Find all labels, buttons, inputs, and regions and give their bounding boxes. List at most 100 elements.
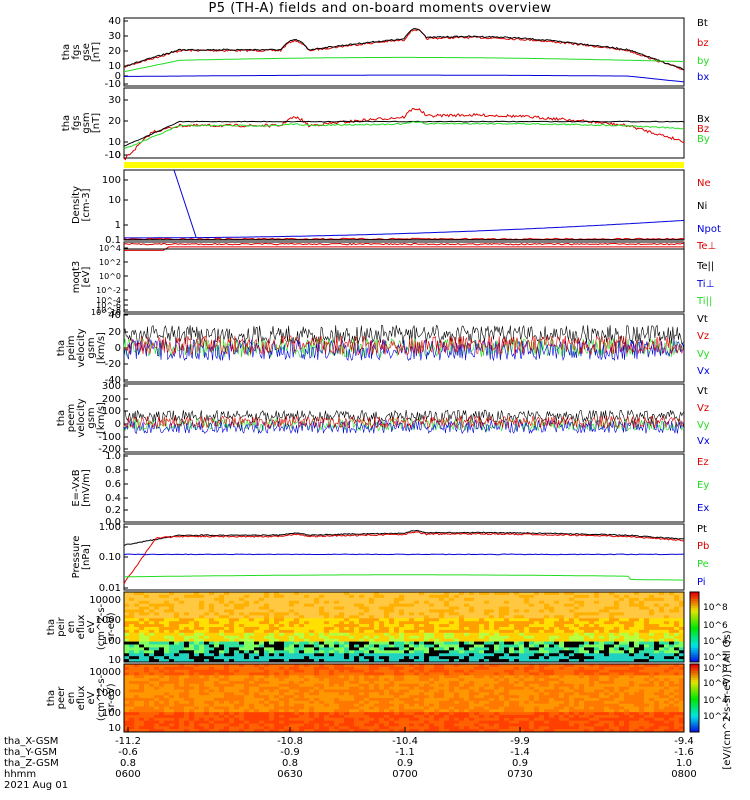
spectrogram-cell xyxy=(504,706,510,710)
spectrogram-cell xyxy=(629,664,635,668)
spectrogram-cell xyxy=(634,618,640,622)
spectrogram-cell xyxy=(439,627,445,631)
spectrogram-cell xyxy=(134,638,140,642)
spectrogram-cell xyxy=(429,621,435,625)
spectrogram-cell xyxy=(489,686,495,690)
spectrogram-cell xyxy=(599,678,605,682)
spectrogram-cell xyxy=(409,659,415,663)
spectrogram-cell xyxy=(539,632,545,637)
spectrogram-cell xyxy=(144,675,150,679)
spectrogram-cell xyxy=(134,600,140,605)
spectrogram-cell xyxy=(489,647,495,651)
spectrogram-cell xyxy=(454,609,460,613)
spectrogram-cell xyxy=(379,618,385,622)
spectrogram-cell xyxy=(224,695,230,699)
spectrogram-cell xyxy=(674,621,680,625)
spectrogram-cell xyxy=(149,664,155,668)
spectrogram-cell xyxy=(549,650,555,654)
spectrogram-cell xyxy=(239,647,245,651)
spectrogram-cell xyxy=(219,621,225,625)
spectrogram-cell xyxy=(334,594,340,599)
spectrogram-cell xyxy=(189,597,195,602)
spectrogram-cell xyxy=(359,609,365,613)
spectrogram-cell xyxy=(249,629,255,634)
spectrogram-cell xyxy=(474,606,480,610)
spectrogram-cell xyxy=(219,715,225,719)
spectrogram-cell xyxy=(624,644,630,648)
spectrogram-cell xyxy=(319,597,325,602)
spectrogram-cell xyxy=(639,641,645,645)
spectrogram-cell xyxy=(469,621,475,625)
spectrogram-cell xyxy=(619,656,625,660)
spectrogram-cell xyxy=(289,664,295,668)
spectrogram-cell xyxy=(654,669,660,673)
spectrogram-cell xyxy=(154,597,160,602)
spectrogram-cell xyxy=(489,672,495,676)
spectrogram-cell xyxy=(484,615,490,619)
spectrogram-cell xyxy=(269,689,275,693)
spectrogram-cell xyxy=(389,683,395,687)
spectrogram-cell xyxy=(319,638,325,642)
spectrogram-cell xyxy=(454,606,460,610)
spectrogram-cell xyxy=(629,603,635,607)
spectrogram-cell xyxy=(569,624,575,628)
legend-density-Ni: Ni xyxy=(697,201,707,212)
spectrogram-cell xyxy=(389,664,395,668)
spectrogram-cell xyxy=(329,629,335,634)
spectrogram-cell xyxy=(409,609,415,613)
spectrogram-cell xyxy=(224,621,230,625)
spectrogram-cell xyxy=(234,656,240,660)
spectrogram-cell xyxy=(594,650,600,654)
spectrogram-cell xyxy=(229,664,235,668)
spectrogram-cell xyxy=(654,638,660,642)
spectrogram-cell xyxy=(394,609,400,613)
spectrogram-cell xyxy=(514,698,520,702)
spectrogram-cell xyxy=(489,700,495,704)
spectrogram-cell xyxy=(144,681,150,685)
spectrogram-cell xyxy=(124,592,130,596)
spectrogram-cell xyxy=(164,659,170,663)
spectrogram-cell xyxy=(429,635,435,640)
spectrogram-cell xyxy=(389,686,395,690)
spectrogram-cell xyxy=(534,647,540,651)
spectrogram-cell xyxy=(564,615,570,619)
spectrogram-cell xyxy=(144,712,150,716)
spectrogram-cell xyxy=(149,695,155,699)
spectrogram-cell xyxy=(339,681,345,685)
spectrogram-cell xyxy=(619,672,625,676)
spectrogram-cell xyxy=(234,681,240,685)
spectrogram-cell xyxy=(419,669,425,673)
spectrogram-cell xyxy=(329,659,335,663)
spectrogram-cell xyxy=(154,615,160,619)
spectrogram-cell xyxy=(599,709,605,713)
spectrogram-cell xyxy=(524,635,530,640)
spectrogram-cell xyxy=(204,669,210,673)
spectrogram-cell xyxy=(414,715,420,719)
spectrogram-cell xyxy=(364,621,370,625)
spectrogram-cell xyxy=(484,669,490,673)
spectrogram-cell xyxy=(294,715,300,719)
spectrogram-cell xyxy=(649,635,655,640)
spectrogram-cell xyxy=(459,664,465,668)
spectrogram-cell xyxy=(524,659,530,663)
spectrogram-cell xyxy=(449,664,455,668)
spectrogram-cell xyxy=(624,612,630,616)
spectrogram-cell xyxy=(559,650,565,654)
spectrogram-cell xyxy=(519,618,525,622)
spectrogram-cell xyxy=(219,606,225,610)
spectrogram-cell xyxy=(484,706,490,710)
spectrogram-cell xyxy=(329,703,335,707)
spectrogram-cell xyxy=(494,666,500,670)
spectrogram-cell xyxy=(559,681,565,685)
spectrogram-cell xyxy=(359,624,365,628)
spectrogram-cell xyxy=(359,672,365,676)
spectrogram-cell xyxy=(554,675,560,679)
spectrogram-cell xyxy=(309,600,315,605)
spectrogram-cell xyxy=(524,653,530,657)
spectrogram-cell xyxy=(454,641,460,645)
spectrogram-cell xyxy=(584,683,590,687)
spectrogram-cell xyxy=(404,635,410,640)
spectrogram-cell xyxy=(574,612,580,616)
spectrogram-cell xyxy=(544,703,550,707)
spectrogram-cell xyxy=(494,606,500,610)
